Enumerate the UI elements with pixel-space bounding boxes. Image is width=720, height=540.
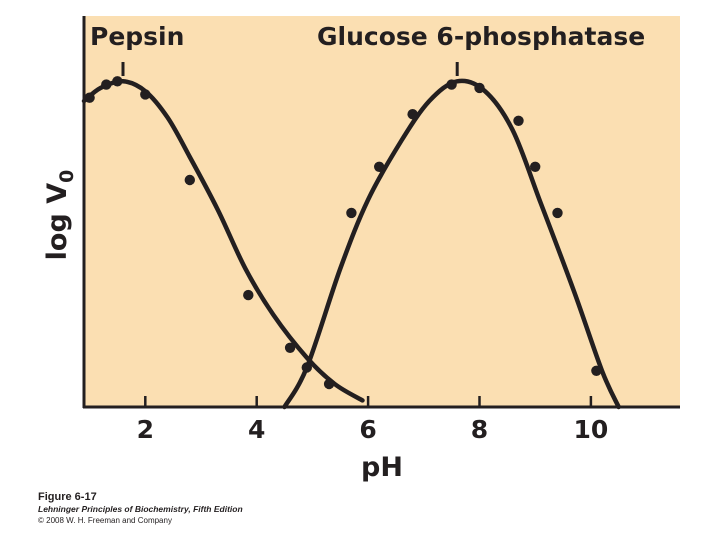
y-axis-title-subscript: 0: [56, 170, 78, 183]
pepsin-point-4: [184, 174, 195, 186]
glucose-6-phosphatase-point-6: [513, 115, 524, 127]
book-credit: Lehninger Principles of Biochemistry, Fi…: [38, 504, 243, 514]
glucose-6-phosphatase-curve: [282, 78, 621, 410]
series-points: [84, 76, 602, 390]
pepsin-point-2: [112, 76, 123, 87]
glucose-6-phosphatase-point-1: [346, 207, 357, 219]
pepsin-point-6: [284, 342, 296, 353]
x-tick-label-6: 6: [359, 415, 376, 444]
pepsin-point-0: [84, 92, 95, 103]
figure-caption: Figure 6-17: [38, 491, 97, 503]
x-tick-label-8: 8: [471, 415, 488, 444]
x-tick-label-4: 4: [248, 415, 265, 444]
y-axis-title-main: log V: [42, 183, 73, 261]
x-tick-label-2: 2: [137, 415, 154, 444]
glucose-6-phosphatase-point-5: [474, 82, 485, 94]
glucose-6-phosphatase-point-9: [591, 365, 602, 376]
glucose-6-phosphatase-point-7: [530, 161, 541, 172]
copyright-line: © 2008 W. H. Freeman and Company: [38, 516, 172, 525]
pepsin-point-5: [243, 289, 254, 301]
x-axis-title: pH: [361, 452, 403, 483]
glucose-6-phosphatase-point-2: [374, 161, 385, 172]
plot-area: [84, 16, 680, 407]
pepsin-point-7: [323, 378, 335, 390]
pepsin-label: Pepsin: [90, 22, 184, 51]
x-ticks: 2 4 6 8 10: [137, 396, 609, 444]
y-axis-title: log V0: [42, 170, 78, 261]
pepsin-point-1: [101, 79, 112, 90]
glucose-6-phosphatase-label: Glucose 6-phosphatase: [317, 22, 645, 51]
glucose-6-phosphatase-point-0: [301, 362, 312, 373]
peak-markers: [121, 62, 459, 76]
glucose-6-phosphatase-point-8: [552, 207, 563, 219]
glucose-6-phosphatase-point-3: [407, 109, 418, 120]
series-labels: Pepsin Glucose 6-phosphatase: [90, 22, 645, 51]
glucose-6-phosphatase-point-4: [446, 79, 457, 90]
pepsin-point-3: [140, 89, 151, 100]
x-tick-label-10: 10: [574, 415, 609, 444]
axes: [82, 16, 680, 409]
